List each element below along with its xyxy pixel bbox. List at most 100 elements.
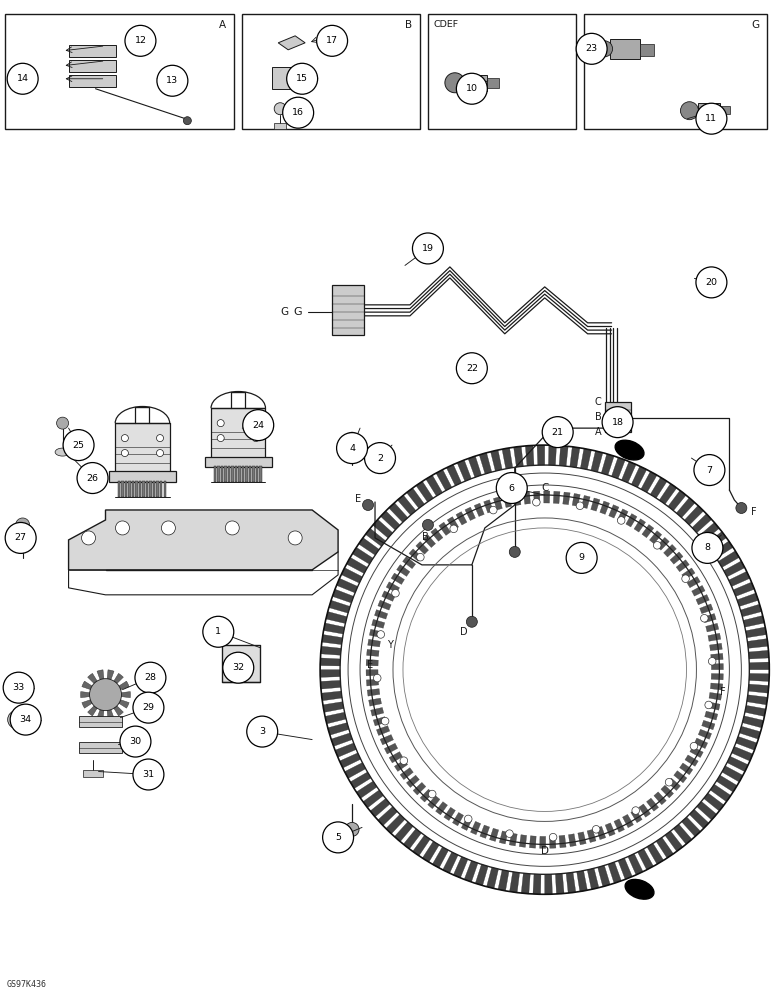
Text: 10: 10 bbox=[466, 84, 478, 93]
Circle shape bbox=[345, 822, 359, 836]
Polygon shape bbox=[545, 874, 552, 894]
Text: 29: 29 bbox=[142, 703, 154, 712]
Bar bbox=[487, 78, 499, 88]
Polygon shape bbox=[676, 560, 689, 572]
Polygon shape bbox=[502, 448, 513, 469]
Polygon shape bbox=[676, 498, 695, 518]
Polygon shape bbox=[642, 525, 654, 538]
Polygon shape bbox=[409, 549, 422, 561]
Polygon shape bbox=[713, 541, 733, 558]
Polygon shape bbox=[88, 706, 97, 716]
Text: F: F bbox=[751, 507, 757, 517]
Text: 25: 25 bbox=[73, 441, 85, 450]
Polygon shape bbox=[82, 700, 92, 708]
Polygon shape bbox=[323, 623, 344, 634]
Polygon shape bbox=[698, 729, 712, 739]
Bar bbox=[256, 466, 259, 482]
Circle shape bbox=[533, 498, 540, 506]
Polygon shape bbox=[386, 582, 400, 593]
Polygon shape bbox=[365, 528, 386, 546]
Circle shape bbox=[337, 433, 367, 464]
Circle shape bbox=[203, 616, 234, 647]
Bar bbox=[118, 481, 120, 497]
Polygon shape bbox=[435, 802, 448, 815]
Polygon shape bbox=[325, 712, 346, 724]
Bar bbox=[153, 481, 155, 497]
Polygon shape bbox=[423, 535, 435, 548]
Polygon shape bbox=[404, 829, 422, 849]
Circle shape bbox=[550, 833, 557, 841]
Text: G: G bbox=[751, 20, 760, 30]
Bar bbox=[224, 466, 227, 482]
Text: 3: 3 bbox=[259, 727, 266, 736]
Bar bbox=[109, 471, 176, 482]
Circle shape bbox=[56, 417, 69, 429]
Circle shape bbox=[576, 502, 584, 510]
Text: B: B bbox=[422, 532, 428, 542]
Bar bbox=[79, 742, 123, 753]
Polygon shape bbox=[381, 511, 400, 530]
Bar bbox=[132, 481, 134, 497]
Circle shape bbox=[391, 589, 399, 597]
Circle shape bbox=[696, 103, 727, 134]
Circle shape bbox=[217, 435, 224, 442]
Polygon shape bbox=[659, 484, 677, 504]
Polygon shape bbox=[670, 552, 683, 564]
Circle shape bbox=[597, 41, 613, 57]
Circle shape bbox=[576, 33, 607, 64]
Polygon shape bbox=[462, 817, 472, 830]
Text: 26: 26 bbox=[86, 474, 99, 483]
Polygon shape bbox=[566, 872, 576, 893]
Polygon shape bbox=[320, 646, 341, 655]
Polygon shape bbox=[326, 612, 347, 623]
Text: B: B bbox=[405, 20, 412, 30]
Polygon shape bbox=[333, 589, 354, 603]
Text: 22: 22 bbox=[466, 364, 478, 373]
Polygon shape bbox=[736, 736, 757, 750]
Bar bbox=[79, 716, 123, 727]
Polygon shape bbox=[631, 466, 647, 487]
Polygon shape bbox=[444, 807, 455, 821]
Text: 1: 1 bbox=[215, 627, 222, 636]
Circle shape bbox=[125, 25, 156, 56]
Circle shape bbox=[120, 726, 151, 757]
Bar bbox=[273, 67, 297, 89]
Circle shape bbox=[161, 521, 175, 535]
Bar bbox=[205, 457, 272, 467]
Polygon shape bbox=[389, 503, 408, 522]
Polygon shape bbox=[382, 591, 395, 601]
Text: 18: 18 bbox=[611, 418, 624, 427]
Polygon shape bbox=[743, 716, 764, 728]
Polygon shape bbox=[591, 451, 603, 472]
Polygon shape bbox=[601, 454, 614, 475]
Polygon shape bbox=[706, 623, 719, 632]
Polygon shape bbox=[513, 446, 523, 467]
Polygon shape bbox=[621, 462, 636, 483]
Polygon shape bbox=[581, 449, 591, 470]
Polygon shape bbox=[705, 711, 718, 720]
Text: Y: Y bbox=[387, 640, 393, 650]
Polygon shape bbox=[69, 510, 338, 570]
Polygon shape bbox=[570, 447, 580, 468]
Circle shape bbox=[157, 435, 164, 442]
Polygon shape bbox=[600, 501, 610, 514]
Bar bbox=[164, 481, 166, 497]
Text: C: C bbox=[595, 397, 601, 407]
Circle shape bbox=[696, 267, 727, 298]
Bar bbox=[242, 14, 420, 129]
Bar bbox=[146, 481, 148, 497]
Polygon shape bbox=[687, 577, 700, 588]
Polygon shape bbox=[699, 522, 720, 541]
Polygon shape bbox=[690, 747, 703, 758]
Circle shape bbox=[315, 440, 772, 899]
Polygon shape bbox=[121, 692, 130, 698]
Text: D: D bbox=[540, 846, 549, 856]
Text: 34: 34 bbox=[19, 715, 32, 724]
Bar bbox=[157, 481, 159, 497]
Bar bbox=[125, 481, 127, 497]
Polygon shape bbox=[374, 717, 387, 726]
Bar bbox=[211, 408, 266, 458]
Text: 9: 9 bbox=[579, 553, 584, 562]
Circle shape bbox=[217, 420, 224, 427]
Circle shape bbox=[363, 500, 374, 510]
